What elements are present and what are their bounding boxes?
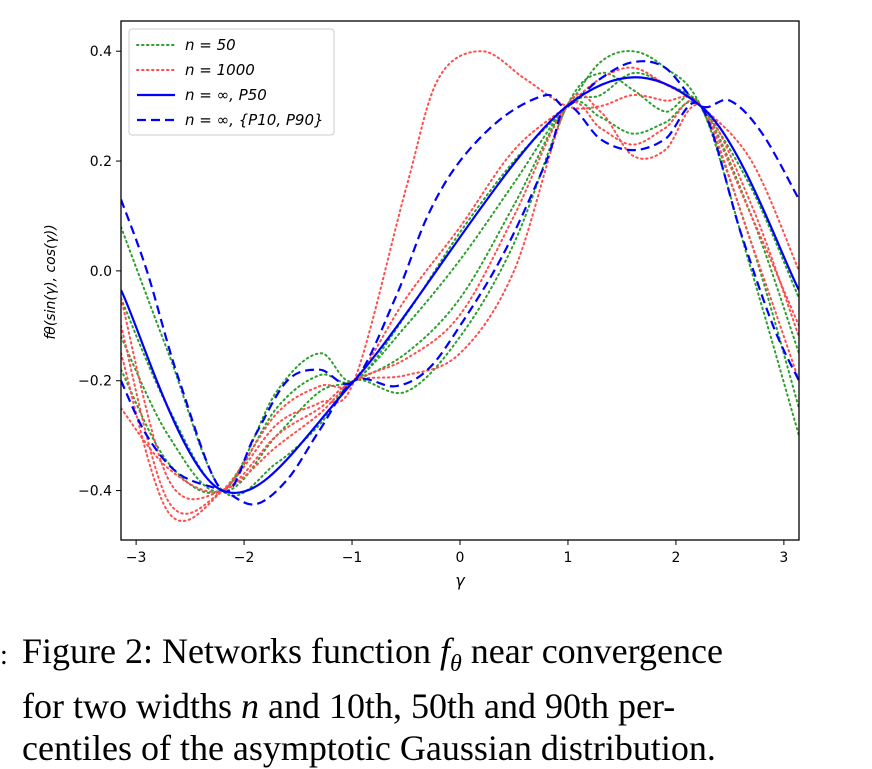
caption-line-1: Figure 2: Networks function fθ near conv… [22,630,822,685]
x-tick-label: −2 [234,550,255,566]
legend-label: n = ∞, P50 [185,86,267,104]
series-line [121,50,799,515]
series-line [121,66,799,522]
series-line [121,71,799,497]
y-axis-label: fθ(sin(γ), cos(γ)) [43,224,59,339]
margin-mark: : [0,640,8,671]
caption-text: for two widths [22,686,241,727]
y-tick-label: −0.4 [78,484,112,500]
x-tick-label: 3 [779,550,788,566]
axis-ticks: −3 −2 −1 0 1 2 3 −0.4 −0.2 0.0 0.2 0.4 [78,44,788,566]
caption-math-n: n [241,686,259,727]
series-line [121,71,799,495]
caption-math-theta: θ [449,651,462,678]
caption-line-3: centiles of the asymptotic Gaussian dist… [22,728,716,769]
series-layer [121,50,799,522]
legend-label: n = 1000 [185,61,255,79]
caption-text: Figure 2: Networks function [22,631,440,671]
legend-box [128,28,335,136]
caption-text: and 10th, 50th and 90th per- [259,686,676,727]
x-tick-label: −3 [126,550,147,566]
legend-label: n = 50 [185,36,236,54]
caption-text: near convergence [461,631,723,671]
y-tick-label: 0.0 [90,264,112,280]
caption-line-2: for two widths n and 10th, 50th and 90th… [22,685,822,727]
legend: n = 50 n = 1000 n = ∞, P50 n = ∞, {P10, P90… [128,28,335,136]
caption-math-f: f [439,631,450,671]
series-line [121,101,799,506]
x-tick-label: 2 [671,550,680,566]
series-line [121,92,799,493]
x-axis-label: γ [455,571,466,590]
series-line [121,76,799,494]
y-tick-label: −0.2 [78,374,112,390]
figure-caption: Figure 2: Networks function fθ near conv… [22,630,822,769]
x-tick-label: 1 [564,550,573,566]
y-tick-label: 0.2 [90,154,112,170]
series-line [121,60,799,493]
legend-label: n = ∞, {P10, P90} [185,111,324,129]
chart-figure: −3 −2 −1 0 1 2 3 −0.4 −0.2 0.0 0.2 0.4 γ fθ(sin(γ),… [43,20,800,590]
y-tick-label: 0.4 [90,44,112,60]
x-tick-label: 0 [456,550,465,566]
x-tick-label: −1 [342,550,363,566]
